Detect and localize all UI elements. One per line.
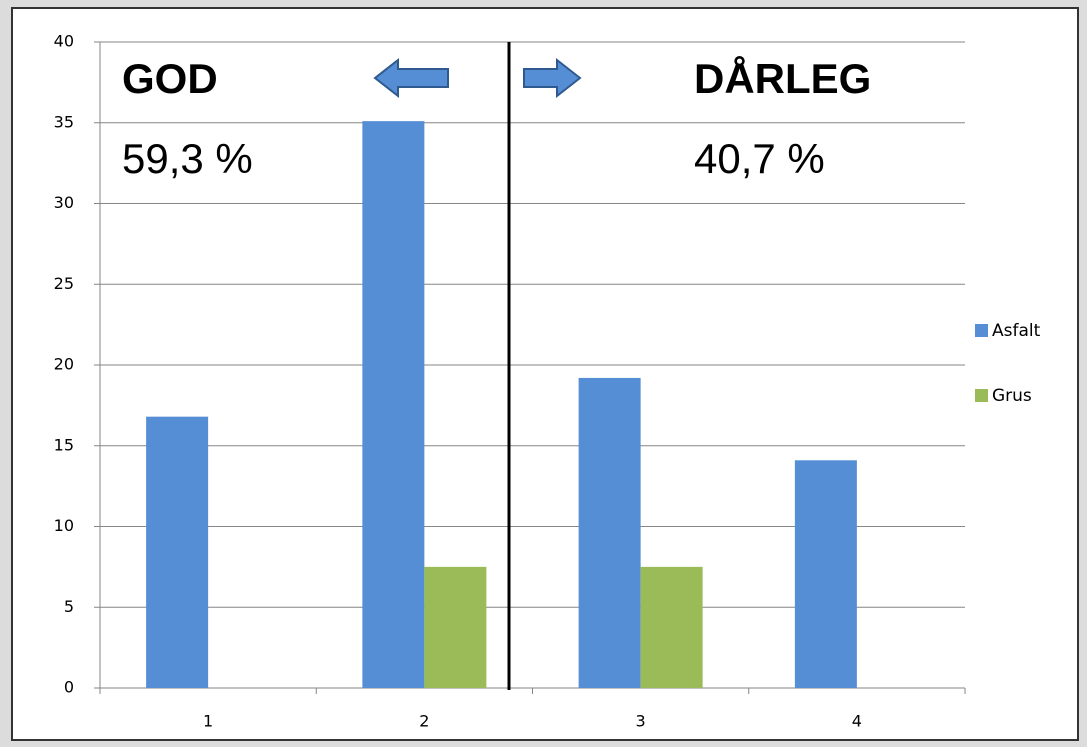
annotation: 59,3 % [122, 135, 253, 182]
bar [146, 416, 209, 688]
annotation: GOD [122, 55, 218, 102]
y-tick-label: 30 [54, 193, 74, 212]
bar [362, 121, 425, 688]
left-arrow [373, 57, 449, 99]
bar [640, 566, 703, 688]
bar [578, 377, 641, 688]
x-tick-label: 4 [852, 712, 862, 731]
bar [794, 460, 857, 688]
x-tick-label: 1 [203, 712, 213, 731]
y-tick-label: 35 [54, 112, 74, 131]
x-tick-label: 3 [636, 712, 646, 731]
y-tick-label: 25 [54, 274, 74, 293]
legend-label: Grus [992, 386, 1032, 406]
right-arrow [523, 57, 582, 99]
legend-swatch [975, 389, 988, 402]
y-tick-label: 5 [64, 597, 74, 616]
y-tick-label: 40 [54, 32, 74, 51]
y-tick-label: 10 [54, 516, 74, 535]
legend-label: Asfalt [992, 321, 1041, 341]
y-tick-label: 20 [54, 355, 74, 374]
bar [424, 566, 487, 688]
legend-swatch [975, 324, 988, 337]
annotation: 40,7 % [694, 135, 825, 182]
x-tick-label: 2 [419, 712, 429, 731]
annotation: DÅRLEG [694, 55, 871, 102]
y-tick-label: 15 [54, 435, 74, 454]
y-tick-label: 0 [64, 678, 74, 697]
